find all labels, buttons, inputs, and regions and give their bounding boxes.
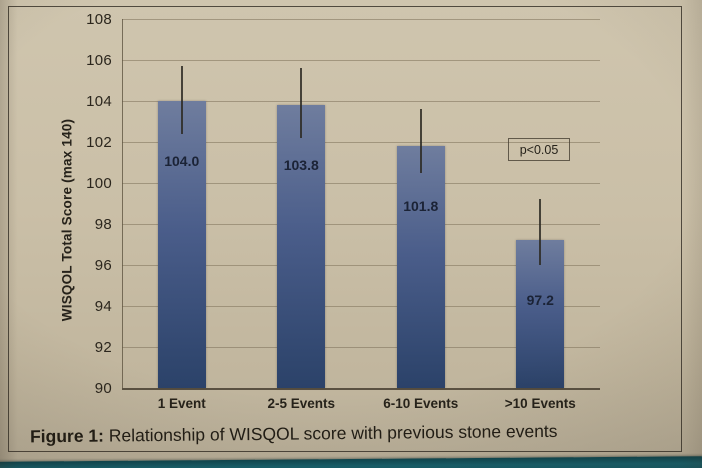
x-tick-label: 2-5 Events (267, 396, 336, 411)
y-tick-label: 94 (94, 297, 112, 315)
bar (277, 105, 326, 388)
y-tick-label: 102 (86, 133, 112, 151)
p-value-label: p<0.05 (519, 142, 559, 157)
bar-value-label: 97.2 (526, 292, 554, 309)
x-tick-label: 6-10 Events (383, 396, 459, 411)
gridline (122, 19, 600, 20)
y-tick-label: 104 (86, 92, 112, 110)
bar (396, 146, 445, 388)
y-tick-label: 96 (94, 256, 112, 274)
bar-value-label: 104.0 (164, 153, 200, 169)
bar-value-label: 101.8 (403, 198, 439, 215)
bar-value-label: 103.8 (283, 157, 319, 174)
figure-border-frame (8, 6, 682, 452)
error-bar (300, 68, 303, 138)
error-bar (539, 199, 542, 265)
gridline (122, 60, 600, 61)
caption-text: Relationship of WISQOL score with previo… (103, 420, 558, 446)
gridline (122, 306, 600, 307)
x-axis-line (122, 388, 600, 390)
y-tick-label: 100 (86, 174, 112, 192)
y-axis-line (122, 19, 123, 388)
y-tick-label: 108 (86, 10, 112, 28)
gridline (122, 347, 600, 348)
y-tick-label: 98 (94, 215, 112, 233)
gridline (122, 183, 600, 184)
gridline (122, 224, 600, 225)
gridline (122, 265, 600, 266)
x-tick-label: >10 Events (504, 396, 576, 411)
error-bar (419, 109, 422, 173)
caption-figure-number: Figure 1: (29, 425, 105, 447)
bar (516, 240, 565, 388)
bar (157, 101, 206, 388)
y-tick-label: 106 (86, 51, 112, 69)
gridline (122, 101, 600, 102)
significance-annotation-box: p<0.05 (508, 138, 570, 161)
error-bar (180, 66, 183, 134)
x-tick-label: 1 Event (157, 396, 206, 411)
y-tick-label: 90 (94, 379, 112, 397)
y-tick-label: 92 (94, 338, 112, 356)
gridline (122, 142, 600, 143)
